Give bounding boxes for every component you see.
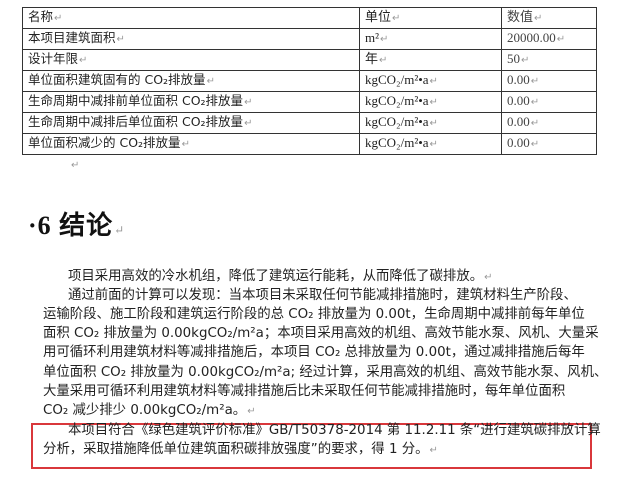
table-row: 生命周期中减排后单位面积 CO₂排放量↵ kgCO₂/m²•a↵ 0.00↵	[22, 112, 597, 134]
carbon-emission-table: 名称↵ 单位↵ 数值↵ 本项目建筑面积↵ m²↵ 20000.00↵ 设计年限↵…	[22, 7, 597, 155]
header-name: 名称↵	[22, 7, 360, 29]
paragraph-line: 通过前面的计算可以发现：当本项目未采取任何节能减排措施时，建筑材料生产阶段、	[68, 288, 577, 303]
paragraph-line: 面积 CO₂ 排放量为 0.00kgCO₂/m²a；本项目采用高效的机组、高效节…	[43, 326, 599, 341]
header-value: 数值↵	[501, 7, 597, 29]
paragraph-line: 用可循环利用建筑材料等减排措施后，本项目 CO₂ 总排放量为 0.00t，通过减…	[43, 345, 585, 360]
highlighted-line: 本项目符合《绿色建筑评价标准》GB/T50378-2014 第 11.2.11 …	[68, 423, 601, 438]
highlighted-line: 分析，采取措施降低单位建筑面积碳排放强度”的要求，得 1 分。↵	[43, 442, 438, 457]
highlight-box	[31, 423, 592, 469]
table-header-row: 名称↵ 单位↵ 数值↵	[22, 7, 597, 29]
paragraph-line: 大量采用可循环利用建筑材料等减排措施后比未采取任何节能减排措施时，每年单位面积	[43, 384, 566, 399]
table-row: 单位面积减少的 CO₂排放量↵ kgCO₂/m²•a↵ 0.00↵	[22, 133, 597, 155]
table-row: 本项目建筑面积↵ m²↵ 20000.00↵	[22, 28, 597, 50]
table-row: 生命周期中减排前单位面积 CO₂排放量↵ kgCO₂/m²•a↵ 0.00↵	[22, 91, 597, 113]
table-row: 单位面积建筑固有的 CO₂排放量↵ kgCO₂/m²•a↵ 0.00↵	[22, 70, 597, 92]
paragraph-mark: ↵	[71, 160, 80, 171]
paragraph-line: CO₂ 减少排少 0.00kgCO₂/m²a。↵	[43, 403, 256, 418]
paragraph-line: 单位面积 CO₂ 排放量为 0.00kgCO₂/m²a; 经过计算，采用高效的机…	[43, 365, 608, 380]
header-unit: 单位↵	[359, 7, 502, 29]
table-row: 设计年限↵ 年↵ 50↵	[22, 49, 597, 71]
paragraph-line: 项目采用高效的冷水机组，降低了建筑运行能耗，从而降低了碳排放。↵	[68, 269, 493, 284]
paragraph-line: 运输阶段、施工阶段和建筑运行阶段的总 CO₂ 排放量为 0.00t，生命周期中减…	[43, 307, 585, 322]
section-heading: ·6 结论↵	[28, 211, 126, 240]
